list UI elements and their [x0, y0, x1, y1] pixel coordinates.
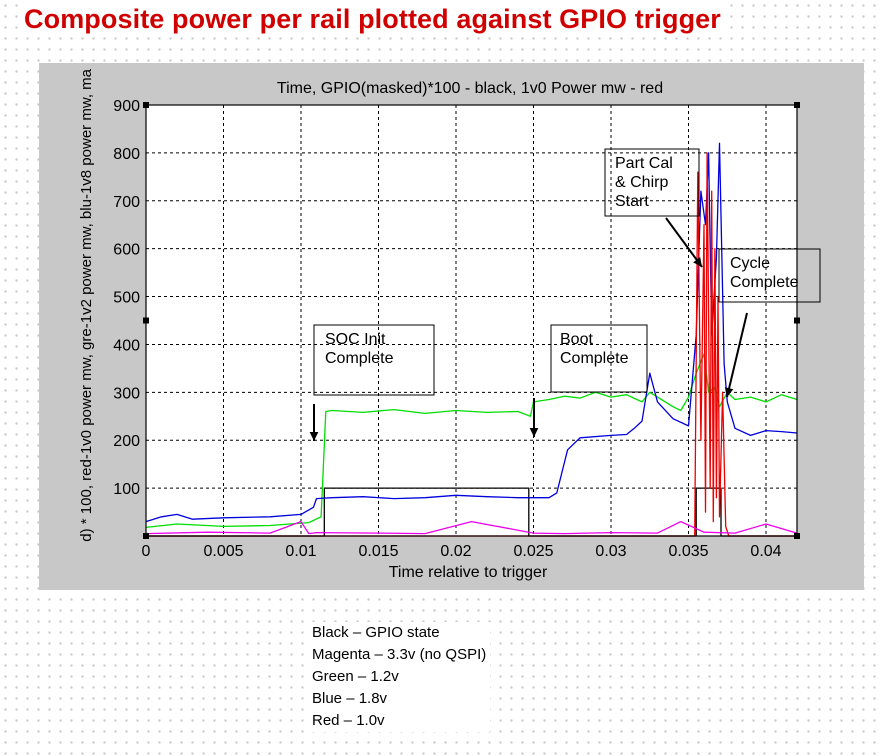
annotation-text: Cycle — [730, 255, 770, 272]
annotation-box — [550, 324, 648, 393]
annotation-layer: SOC Init Complete Boot Complete Part Cal & Ch… — [309, 148, 821, 441]
annotation-text: Complete — [560, 350, 629, 367]
y-tick-label: 900 — [113, 98, 140, 115]
x-tick-label: 0.005 — [203, 543, 243, 560]
color-legend: Black – GPIO state Magenta – 3.3v (no QS… — [308, 622, 491, 732]
y-tick-label: 700 — [113, 194, 140, 211]
plot-area — [146, 105, 797, 536]
y-tick-label: 300 — [113, 385, 140, 402]
annotation-text: Complete — [325, 350, 394, 367]
annotation-arrow-line — [726, 312, 748, 398]
y-axis-label: d) * 100, red-1v0 power mw, gre-1v2 powe… — [78, 68, 95, 541]
y-tick-label: 600 — [113, 242, 140, 259]
annotation-text: & Chirp — [615, 174, 668, 191]
x-tick-label: 0.035 — [668, 543, 708, 560]
selection-handle — [794, 533, 800, 539]
legend-line-1v2: Green – 1.2v — [312, 668, 399, 685]
legend-line-1v8: Blue – 1.8v — [312, 690, 388, 707]
x-tick-label: 0 — [142, 543, 151, 560]
slide-title: Composite power per rail plotted against… — [20, 4, 725, 35]
annotation-box — [604, 148, 700, 217]
x-tick-label: 0.025 — [513, 543, 553, 560]
chart-title: Time, GPIO(masked)*100 - black, 1v0 Powe… — [277, 80, 663, 97]
annotation-arrowhead — [529, 427, 539, 437]
chart-frame: 0 0.005 0.01 0.015 0.02 0.025 0.03 0.035 0.04 100… — [39, 63, 864, 590]
x-tick-label: 0.04 — [750, 543, 781, 560]
series-line — [146, 152, 797, 537]
annotation-text: SOC Init — [325, 331, 386, 348]
x-tick-label: 0.03 — [595, 543, 626, 560]
selection-handle — [143, 317, 149, 324]
annotation-box — [313, 324, 435, 396]
selection-handle — [794, 317, 800, 324]
annotation-text: Complete — [730, 274, 799, 291]
x-tick-label: 0.01 — [285, 543, 316, 560]
legend-line-1v0: Red – 1.0v — [312, 712, 385, 729]
annotation-arrowhead — [309, 431, 319, 441]
annotation-arrowhead — [693, 257, 702, 267]
selection-handle — [794, 102, 800, 108]
series-line — [145, 520, 798, 535]
y-tick-label: 400 — [113, 337, 140, 354]
legend-line-gpio: Black – GPIO state — [312, 624, 440, 641]
annotation-box — [718, 248, 821, 303]
legend-line-3v3: Magenta – 3.3v (no QSPI) — [312, 646, 487, 663]
x-tick-label: 0.02 — [440, 543, 471, 560]
y-tick-label: 100 — [113, 481, 140, 498]
y-tick-label: 500 — [113, 290, 140, 307]
chart-svg: 0 0.005 0.01 0.015 0.02 0.025 0.03 0.035 0.04 100… — [78, 68, 821, 581]
y-tick-label: 800 — [113, 146, 140, 163]
selection-handle — [143, 102, 149, 108]
grid-layer — [146, 105, 797, 536]
annotation-arrowhead — [724, 387, 734, 397]
x-axis-label: Time relative to trigger — [389, 564, 548, 581]
annotation-text: Boot — [560, 331, 593, 348]
annotation-text: Part Cal — [615, 155, 673, 172]
annotation-text: Start — [615, 193, 649, 210]
x-tick-label: 0.015 — [358, 543, 398, 560]
annotation-arrow-line — [665, 217, 703, 268]
y-tick-label: 200 — [113, 433, 140, 450]
series-line — [145, 142, 798, 523]
axis-layer: 0 0.005 0.01 0.015 0.02 0.025 0.03 0.035 0.04 100… — [113, 98, 800, 560]
selection-handle — [143, 533, 149, 539]
